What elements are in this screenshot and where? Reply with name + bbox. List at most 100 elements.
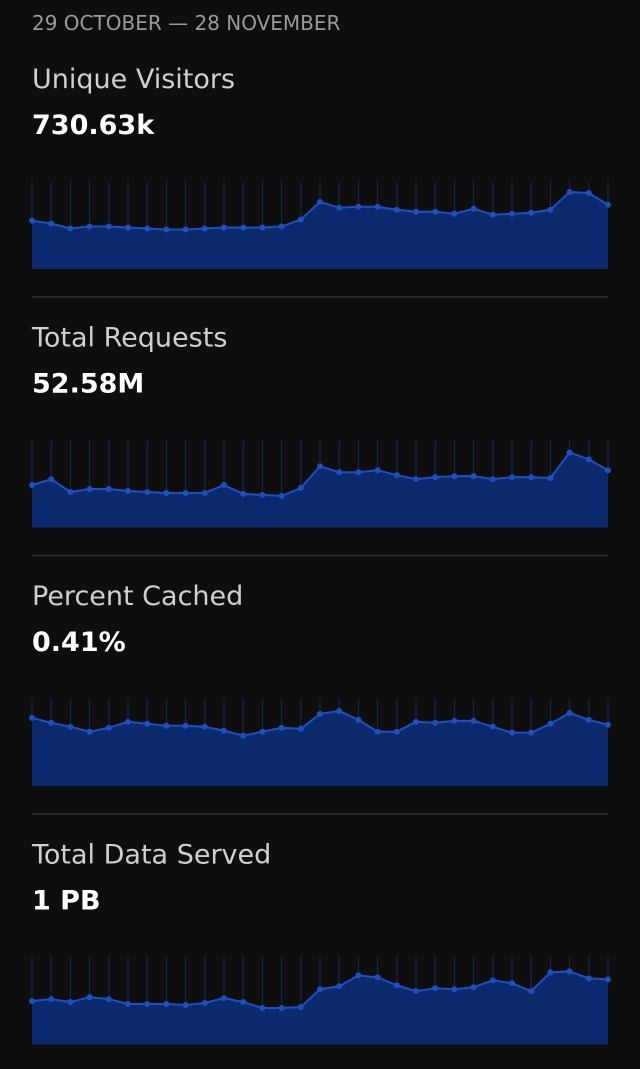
point [297,485,304,491]
point [451,473,458,480]
point [182,1002,189,1008]
point [48,476,55,483]
point [374,974,381,981]
point [355,716,362,723]
point [605,201,611,208]
point [144,488,151,495]
point [336,204,343,211]
point [182,489,189,496]
point [105,996,112,1003]
point [29,998,35,1005]
point [547,475,554,482]
point [528,474,535,481]
metric-total: 730.63k [32,110,155,141]
point [29,714,35,721]
point [67,488,74,495]
point [86,485,93,492]
point [29,217,35,224]
metric-label: Total Data Served [31,840,271,871]
point [259,491,266,498]
point [451,717,458,724]
point [105,485,112,492]
point [470,717,477,724]
point [528,988,535,995]
point [67,225,74,232]
point [451,986,458,993]
date-range: 29 OCTOBER — 28 NOVEMBER [32,11,341,35]
area [32,452,608,528]
point [585,716,592,723]
point [470,473,477,480]
point [605,721,611,728]
point [585,456,592,463]
point [221,727,227,734]
point [547,969,554,976]
point [355,469,362,476]
point [374,203,381,210]
point [201,1000,208,1007]
point [278,223,285,230]
metric-total: 1 PB [32,886,101,917]
point [163,1001,170,1008]
point [585,189,592,196]
point [67,999,74,1006]
point [355,972,362,979]
point [432,985,439,992]
point [182,226,189,233]
point [125,1001,131,1008]
point [48,220,55,227]
point [86,728,93,735]
point [144,225,151,232]
point [432,208,439,215]
point [317,710,323,717]
point [489,723,496,730]
metric-total: 52.58M [32,369,144,400]
point [163,226,170,233]
point [29,482,35,489]
point [259,224,266,231]
point [489,211,496,218]
point [163,489,170,496]
point [585,975,592,982]
point [182,722,189,729]
point [393,982,400,989]
point [413,208,419,215]
point [374,728,381,735]
point [259,728,266,735]
point [144,720,151,727]
point [86,223,93,230]
point [489,977,496,984]
point [278,1004,285,1011]
point [566,449,573,456]
point [278,492,285,499]
point [317,198,323,205]
point [297,1003,304,1010]
point [413,476,419,483]
point [547,206,554,213]
point [393,728,400,735]
area [32,710,608,786]
point [336,983,343,990]
point [605,976,611,983]
point [393,206,400,213]
point [221,482,227,489]
point [125,224,131,231]
point [240,224,247,231]
point [336,707,343,714]
point [355,203,362,210]
point [432,474,439,481]
point [413,718,419,725]
point [413,988,419,995]
point [163,722,170,729]
point [528,729,535,736]
point [547,720,554,727]
point [144,1001,151,1008]
point [336,469,343,476]
metric-total: 0.41% [32,627,126,658]
point [317,986,323,993]
point [566,968,573,975]
point [297,725,304,732]
point [240,490,247,497]
